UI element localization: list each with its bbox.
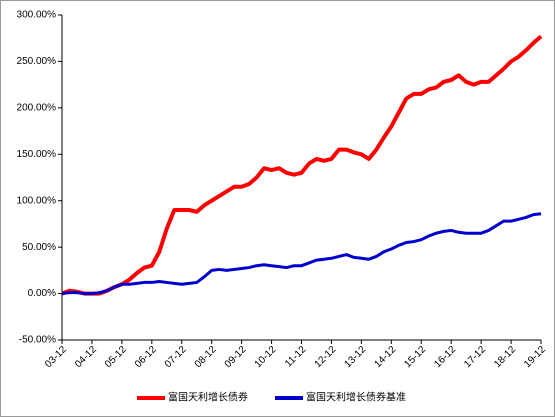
y-tick-label: 200.00%	[17, 102, 57, 113]
legend-label: 富国天利增长债券基准	[306, 391, 406, 404]
series-line	[61, 34, 543, 296]
y-tick-label: 0.00%	[28, 288, 56, 299]
y-tick-label: 300.00%	[17, 10, 57, 21]
y-tick-label: 150.00%	[17, 149, 57, 160]
legend-label: 富国天利增长债券	[168, 391, 248, 404]
series-line	[61, 212, 542, 296]
y-tick-label: 250.00%	[17, 56, 57, 67]
y-tick-label: -50.00%	[19, 335, 56, 346]
y-tick-label: 100.00%	[17, 195, 57, 206]
y-tick-label: 50.00%	[22, 242, 56, 253]
